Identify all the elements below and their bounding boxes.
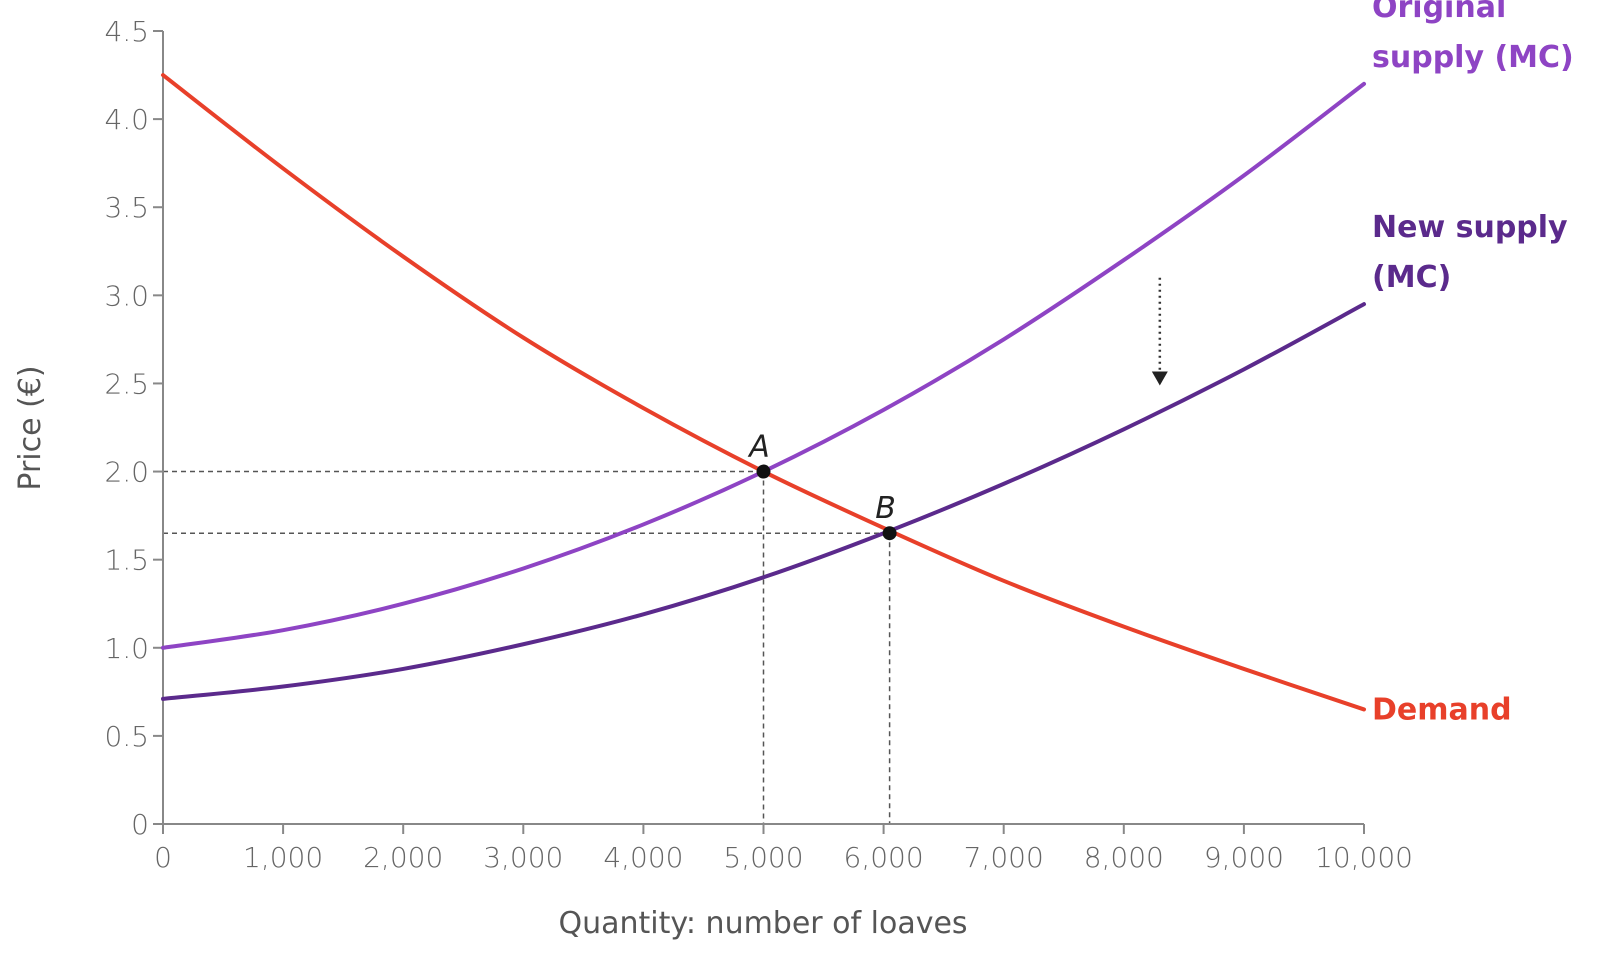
series-curves	[161, 73, 1366, 712]
x-tick-label: 0	[154, 841, 172, 874]
x-tick-label: 3,000	[483, 841, 563, 874]
y-tick-label: 3.5	[104, 191, 149, 224]
label-demand-line-1: Demand	[1372, 692, 1512, 727]
x-tick-label: 8,000	[1084, 841, 1164, 874]
y-axis-ticks: 0 0.5 1.0 1.5 2.0 2.5 3.0 3.5 4.0 4.5	[104, 15, 163, 841]
x-tick-label: 6,000	[844, 841, 924, 874]
y-tick-label: 4.5	[104, 15, 149, 48]
shift-arrow-head	[1151, 371, 1168, 386]
x-tick-label: 1,000	[243, 841, 323, 874]
x-tick-label: 4,000	[603, 841, 683, 874]
x-tick-label: 7,000	[964, 841, 1044, 874]
curve-new-supply-mc	[161, 302, 1366, 701]
y-tick-label: 4.0	[104, 103, 149, 136]
y-tick-label: 3.0	[104, 279, 149, 312]
x-tick-label: 9,000	[1204, 841, 1284, 874]
x-axis-title: Quantity: number of loaves	[558, 906, 967, 941]
guide-lines	[163, 470, 891, 824]
curve-demand	[161, 73, 1366, 712]
point-a	[756, 464, 771, 479]
supply-shift-arrow	[1151, 277, 1168, 386]
label-original-supply-mc-line-1: Original	[1372, 0, 1506, 25]
x-tick-label: 10,000	[1315, 841, 1413, 874]
axes	[162, 31, 1364, 825]
label-new-supply-mc-line-2: (MC)	[1372, 260, 1451, 295]
equilibrium-points: AB	[747, 430, 897, 541]
y-tick-label: 1.5	[104, 544, 149, 577]
y-tick-label: 2.0	[104, 456, 149, 489]
point-label-a: A	[747, 430, 770, 465]
label-new-supply-mc-line-1: New supply	[1372, 210, 1568, 245]
y-tick-label: 0.5	[104, 720, 149, 753]
y-axis-title: Price (€)	[13, 365, 48, 490]
x-tick-label: 5,000	[723, 841, 803, 874]
point-b	[882, 526, 897, 541]
x-tick-label: 2,000	[363, 841, 443, 874]
y-tick-label: 2.5	[104, 367, 149, 400]
x-axis-ticks: 0 1,000 2,000 3,000 4,000 5,000 6,000 7,000 8,00…	[154, 824, 1413, 874]
curve-labels: Original supply (MC) New supply (MC) Demand	[1372, 0, 1574, 727]
point-label-b: B	[875, 491, 896, 526]
y-tick-label: 0	[131, 808, 149, 841]
y-tick-label: 1.0	[104, 632, 149, 665]
label-original-supply-mc-line-2: supply (MC)	[1372, 40, 1574, 75]
